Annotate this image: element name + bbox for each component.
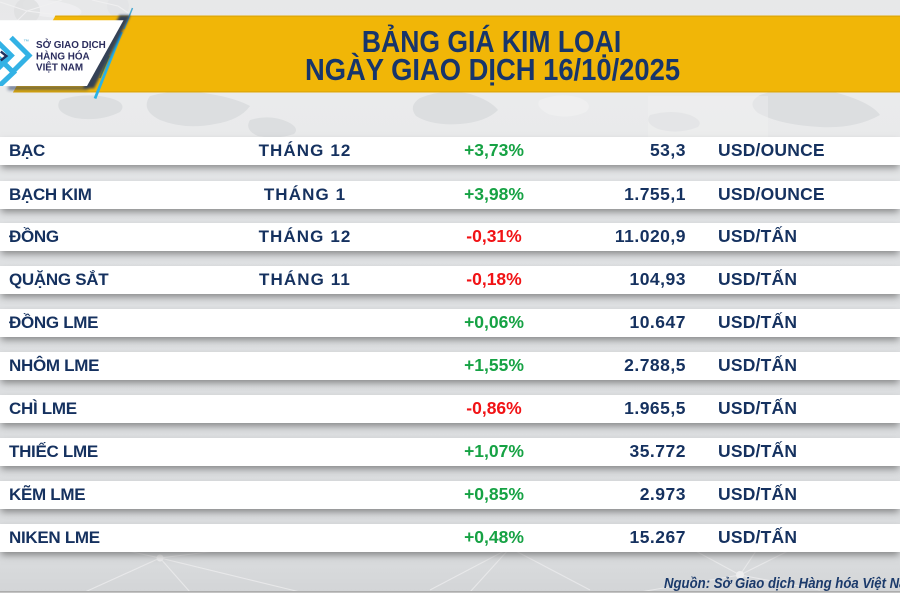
svg-text:SỞ GIAO DỊCH: SỞ GIAO DỊCH	[36, 38, 106, 51]
svg-text:VIỆT NAM: VIỆT NAM	[36, 60, 83, 73]
svg-text:HÀNG HÓA: HÀNG HÓA	[36, 49, 90, 62]
svg-text:™: ™	[24, 40, 30, 46]
